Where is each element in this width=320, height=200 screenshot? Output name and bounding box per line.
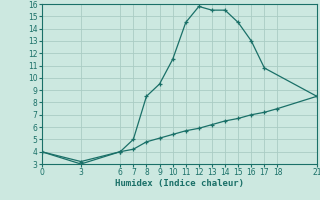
X-axis label: Humidex (Indice chaleur): Humidex (Indice chaleur) xyxy=(115,179,244,188)
